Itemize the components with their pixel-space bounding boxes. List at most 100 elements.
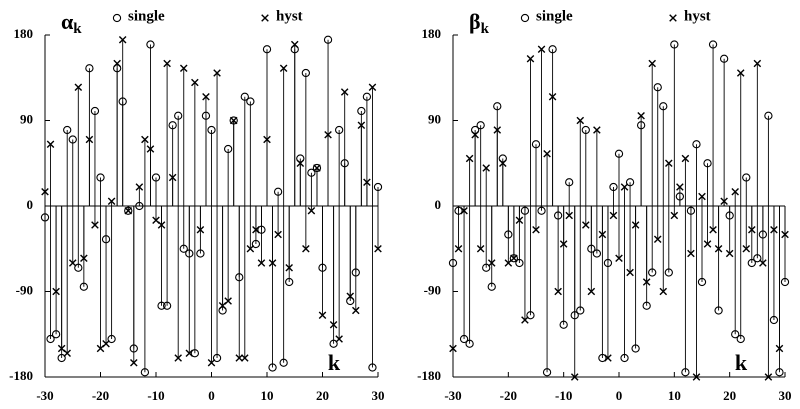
title-subscript: k: [481, 21, 490, 37]
marker: [151, 173, 161, 182]
x-axis-label: k: [735, 350, 748, 375]
marker: [548, 92, 557, 101]
marker: [642, 301, 651, 310]
y-tick-label: 0: [27, 197, 34, 212]
title-symbol: β: [469, 9, 481, 34]
marker: [770, 225, 778, 234]
marker: [41, 187, 49, 196]
marker: [454, 244, 463, 253]
marker: [482, 164, 490, 172]
marker: [96, 173, 105, 182]
marker: [719, 54, 729, 63]
marker: [692, 373, 701, 381]
marker: [521, 316, 529, 324]
marker: [90, 106, 100, 116]
marker: [85, 135, 94, 144]
legend-marker: [520, 13, 530, 23]
marker: [476, 121, 485, 130]
marker: [290, 40, 299, 49]
marker: [257, 225, 266, 234]
marker: [357, 106, 366, 116]
marker: [476, 244, 485, 253]
marker: [592, 249, 602, 258]
marker: [515, 216, 524, 225]
marker: [113, 64, 122, 73]
marker: [543, 149, 551, 158]
marker: [769, 315, 779, 325]
marker: [714, 244, 723, 253]
marker: [708, 40, 718, 49]
marker: [736, 334, 745, 344]
x-tick-label: -30: [444, 388, 461, 403]
marker: [207, 125, 216, 135]
marker: [118, 35, 127, 44]
marker: [124, 206, 133, 215]
marker: [460, 206, 468, 215]
y-tick-label: 180: [14, 26, 34, 41]
marker: [487, 259, 496, 267]
marker: [363, 178, 371, 187]
marker: [340, 88, 349, 96]
marker: [499, 159, 507, 168]
marker: [604, 354, 612, 362]
marker: [681, 368, 690, 377]
marker: [46, 334, 55, 344]
marker: [626, 268, 634, 277]
marker: [510, 254, 518, 263]
marker: [285, 263, 293, 272]
marker: [482, 263, 491, 272]
marker: [307, 206, 316, 215]
panel-title: αk: [61, 9, 82, 37]
marker: [52, 287, 60, 296]
marker: [296, 154, 305, 163]
marker: [246, 244, 255, 253]
marker: [251, 239, 261, 249]
marker: [526, 54, 535, 63]
y-tick-label: -90: [16, 282, 33, 297]
marker: [554, 287, 562, 296]
marker: [780, 277, 790, 287]
marker: [531, 140, 541, 149]
panel-title: βk: [469, 9, 490, 37]
marker: [532, 225, 540, 234]
marker: [764, 373, 773, 381]
marker: [515, 258, 524, 268]
marker: [212, 353, 222, 363]
marker: [537, 206, 546, 215]
marker: [318, 263, 327, 272]
marker: [268, 363, 277, 372]
marker: [191, 78, 199, 87]
marker: [163, 59, 171, 68]
marker: [748, 225, 756, 234]
marker: [603, 258, 613, 268]
marker: [357, 121, 366, 130]
marker: [670, 211, 679, 220]
marker: [692, 140, 701, 149]
marker: [368, 83, 377, 92]
marker: [162, 301, 172, 310]
x-tick-label: -30: [36, 388, 53, 403]
x-tick-label: 0: [616, 388, 623, 403]
marker: [101, 235, 111, 244]
marker: [471, 130, 479, 139]
marker: [368, 363, 377, 372]
marker: [609, 211, 618, 220]
marker: [324, 130, 332, 139]
marker: [223, 144, 233, 154]
marker: [68, 135, 77, 144]
y-tick-label: 0: [435, 197, 442, 212]
marker: [736, 69, 745, 77]
marker: [179, 64, 188, 73]
marker: [323, 35, 333, 44]
marker: [79, 282, 88, 291]
legend-label: single: [536, 8, 573, 24]
marker: [493, 102, 502, 111]
x-tick-label: 0: [208, 388, 215, 403]
marker: [504, 230, 513, 239]
marker: [659, 102, 668, 111]
marker: [648, 268, 657, 277]
marker: [642, 278, 651, 286]
marker: [63, 349, 71, 358]
marker: [185, 349, 194, 358]
marker: [648, 59, 656, 68]
